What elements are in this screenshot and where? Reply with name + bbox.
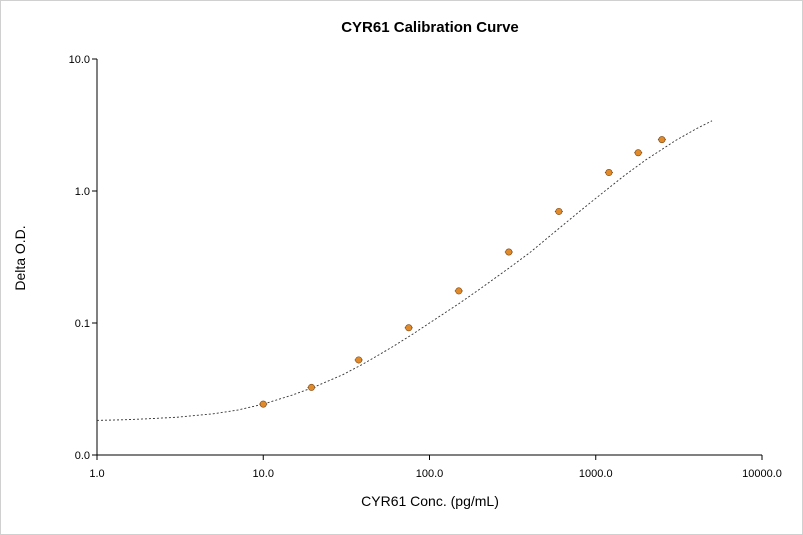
data-point [658,136,666,144]
y-tick-label: 0.1 [75,318,90,330]
x-tick-label: 1000.0 [579,468,613,480]
data-point [455,287,463,295]
data-point [605,169,613,177]
data-point [555,207,563,215]
y-tick-label: 10.0 [69,54,90,66]
data-point [505,248,513,256]
fit-curve-line [96,120,713,421]
x-tick-label: 10000.0 [742,468,782,480]
y-tick-label: 1.0 [75,186,90,198]
plot-area: 0.0 0.1 1.0 10.0 1.0 10.0 100.0 1000.0 10000.0 [69,54,782,480]
data-point [259,400,267,408]
chart-title: CYR61 Calibration Curve [341,19,519,36]
x-axis-label: CYR61 Conc. (pg/mL) [361,493,499,509]
y-axis-label: Delta O.D. [12,225,28,290]
x-tick-label: 10.0 [253,468,274,480]
data-point [307,383,315,391]
data-point [634,149,642,157]
data-point [355,356,363,364]
y-tick-label: 0.0 [75,450,90,462]
data-point [405,324,413,332]
x-tick-label: 100.0 [416,468,444,480]
x-tick-label: 1.0 [89,468,104,480]
